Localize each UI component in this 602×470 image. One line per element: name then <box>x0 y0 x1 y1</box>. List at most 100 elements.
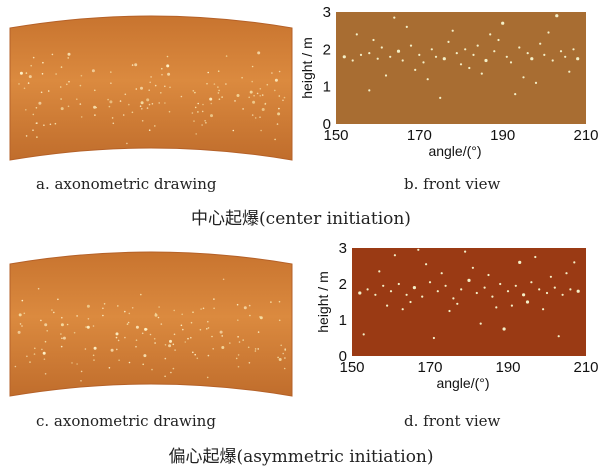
fragment-mark <box>168 344 172 348</box>
fragment-mark <box>180 95 183 98</box>
fragment-mark <box>118 359 120 361</box>
fragment-mark <box>254 117 257 119</box>
fragment-mark <box>192 351 194 354</box>
fragment-mark <box>102 307 104 310</box>
fragment-mark <box>59 86 62 88</box>
y-axis-label: height / m <box>299 37 315 98</box>
y-tick-label: 1 <box>339 312 347 329</box>
fragment-mark <box>237 354 240 356</box>
fragment-mark <box>218 98 221 100</box>
x-tick-label: 190 <box>495 359 520 376</box>
data-point <box>514 284 517 287</box>
fragment-mark <box>158 306 160 308</box>
data-point <box>555 14 559 18</box>
fragment-mark <box>259 88 262 90</box>
y-tick-label: 2 <box>323 41 331 58</box>
data-point <box>425 263 428 266</box>
data-point <box>475 291 478 295</box>
data-point <box>467 278 471 282</box>
fragment-mark <box>30 64 32 67</box>
fragment-mark <box>241 76 243 79</box>
fragment-mark <box>124 310 126 313</box>
fragment-mark <box>108 367 111 369</box>
fragment-mark <box>164 375 166 378</box>
fragment-mark <box>25 109 27 111</box>
data-point <box>447 40 450 44</box>
fragment-mark <box>148 103 151 106</box>
fragment-mark <box>21 299 24 302</box>
data-point <box>572 48 575 51</box>
fragment-mark <box>140 293 142 296</box>
fragment-mark <box>40 91 43 94</box>
fragment-mark <box>202 307 205 310</box>
fragment-mark <box>194 106 197 109</box>
data-point <box>409 44 413 47</box>
fragment-mark <box>197 102 199 105</box>
fragment-mark <box>73 331 76 334</box>
data-point <box>456 302 459 305</box>
fragment-mark <box>122 114 125 116</box>
fragment-mark <box>210 102 213 105</box>
fragment-mark <box>278 319 281 322</box>
fragment-mark <box>282 99 284 102</box>
fragment-mark <box>251 114 254 116</box>
data-point <box>368 52 371 55</box>
data-point <box>418 53 421 57</box>
fragment-mark <box>68 80 70 83</box>
fragment-mark <box>41 73 44 75</box>
fragment-mark <box>164 357 167 360</box>
data-point <box>436 290 439 293</box>
fragment-mark <box>160 92 162 94</box>
data-point <box>451 29 454 32</box>
fragment-mark <box>257 348 259 350</box>
fragment-mark <box>25 135 28 137</box>
fragment-mark <box>181 313 183 316</box>
fragment-mark <box>247 346 250 349</box>
fragment-mark <box>116 348 118 351</box>
fragment-mark <box>253 94 255 97</box>
fragment-mark <box>194 91 196 94</box>
data-point <box>444 284 447 287</box>
y-tick-label: 1 <box>323 79 331 96</box>
fragment-mark <box>184 341 187 343</box>
fragment-mark <box>19 71 23 75</box>
fragment-mark <box>164 344 167 346</box>
data-point <box>405 293 408 296</box>
front-view-chart-b: 150 170 190 210 0 1 2 3 angle/(°) height / m <box>299 4 599 159</box>
data-point <box>471 266 474 269</box>
fragment-mark <box>91 69 95 73</box>
data-point <box>432 336 435 340</box>
fragment-mark <box>248 362 251 364</box>
data-point <box>480 72 483 75</box>
fragment-mark <box>207 71 209 74</box>
fragment-mark <box>71 362 73 364</box>
fragment-mark <box>257 331 260 333</box>
fragment-mark <box>191 112 194 114</box>
fragment-mark <box>94 89 96 92</box>
fragment-mark <box>42 351 46 355</box>
fragment-mark <box>131 64 134 66</box>
data-point <box>428 281 432 284</box>
data-point <box>543 53 546 57</box>
data-point <box>522 293 526 297</box>
data-point <box>549 275 552 278</box>
fragment-mark <box>248 96 250 99</box>
fragment-mark <box>110 348 114 352</box>
fragment-mark <box>26 355 28 358</box>
fragment-mark <box>259 95 261 97</box>
fragment-mark <box>206 82 208 85</box>
fragment-mark <box>274 89 276 92</box>
data-point <box>483 286 486 289</box>
data-point <box>561 293 564 296</box>
fragment-mark <box>140 86 143 90</box>
fragment-mark <box>172 367 175 370</box>
fragment-mark <box>119 100 122 102</box>
data-point <box>564 55 567 58</box>
fragment-mark <box>207 354 210 357</box>
x-tick-label: 210 <box>573 127 598 144</box>
fragment-mark <box>93 105 97 109</box>
fragment-mark <box>254 348 257 350</box>
fragment-mark <box>80 74 83 77</box>
data-point <box>502 327 506 331</box>
fragment-mark <box>192 90 195 92</box>
